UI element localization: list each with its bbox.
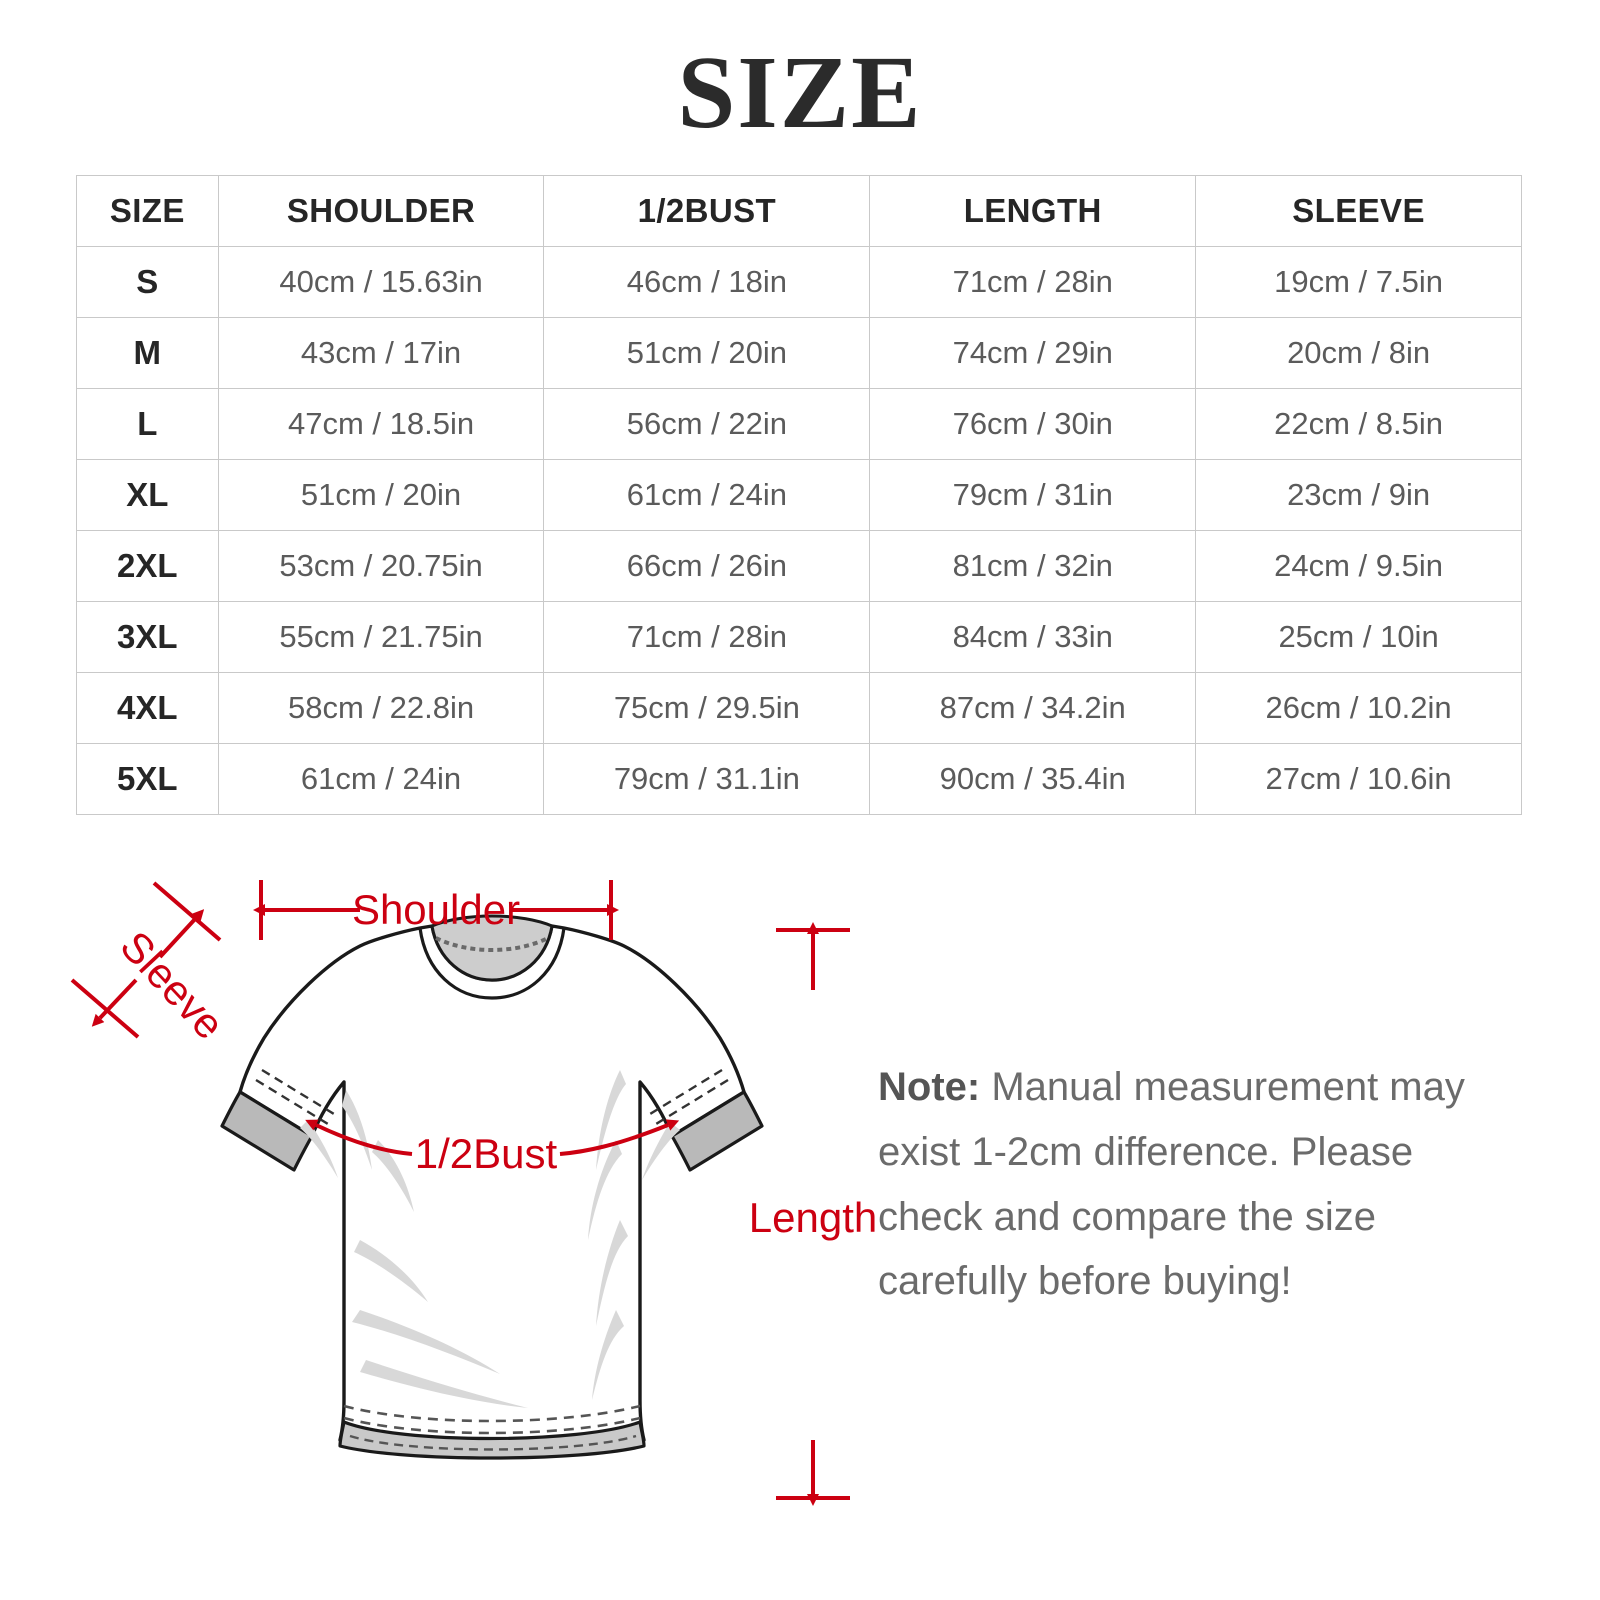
cell-length: 81cm / 32in [869,530,1197,602]
measurement-note: Note: Manual measurement may exist 1-2cm… [878,1055,1528,1314]
cell-shoulder: 61cm / 24in [217,743,545,815]
cell-sleeve: 27cm / 10.6in [1195,743,1522,815]
tshirt-icon [220,914,764,1460]
table-row: L 47cm / 18.5in 56cm / 22in 76cm / 30in … [76,388,1522,460]
column-header-shoulder: SHOULDER [217,175,545,247]
cell-length: 74cm / 29in [869,317,1197,389]
table-row: 5XL 61cm / 24in 79cm / 31.1in 90cm / 35.… [76,743,1522,815]
cell-size: L [76,388,219,460]
cell-sleeve: 25cm / 10in [1195,601,1522,673]
tshirt-measurement-diagram: Shoulder Sleeve 1/2Bust Length [60,840,880,1560]
cell-shoulder: 43cm / 17in [217,317,545,389]
bust-measure-annotation: 1/2Bust [305,1119,680,1177]
cell-shoulder: 58cm / 22.8in [217,672,545,744]
column-header-bust: 1/2BUST [543,175,871,247]
cell-bust: 75cm / 29.5in [543,672,871,744]
shoulder-measure-annotation: Shoulder [253,880,619,940]
cell-sleeve: 22cm / 8.5in [1195,388,1522,460]
cell-sleeve: 24cm / 9.5in [1195,530,1522,602]
length-label: Length [749,1194,877,1241]
cell-shoulder: 55cm / 21.75in [217,601,545,673]
cell-size: M [76,317,219,389]
table-row: M 43cm / 17in 51cm / 20in 74cm / 29in 20… [76,317,1522,389]
sleeve-measure-annotation: Sleeve [70,881,233,1048]
cell-shoulder: 51cm / 20in [217,459,545,531]
cell-length: 87cm / 34.2in [869,672,1197,744]
cell-bust: 51cm / 20in [543,317,871,389]
cell-sleeve: 23cm / 9in [1195,459,1522,531]
length-measure-annotation: Length [749,922,877,1506]
cell-shoulder: 53cm / 20.75in [217,530,545,602]
cell-shoulder: 40cm / 15.63in [217,246,545,318]
size-chart-table: SIZE SHOULDER 1/2BUST LENGTH SLEEVE S 40… [76,175,1522,815]
cell-length: 90cm / 35.4in [869,743,1197,815]
page-title: SIZE [677,35,923,150]
note-text: Manual measurement may exist 1-2cm diffe… [878,1065,1465,1304]
table-header-row: SIZE SHOULDER 1/2BUST LENGTH SLEEVE [76,175,1522,247]
cell-sleeve: 19cm / 7.5in [1195,246,1522,318]
cell-bust: 46cm / 18in [543,246,871,318]
cell-size: 2XL [76,530,219,602]
cell-length: 76cm / 30in [869,388,1197,460]
table-row: 3XL 55cm / 21.75in 71cm / 28in 84cm / 33… [76,601,1522,673]
cell-bust: 66cm / 26in [543,530,871,602]
table-row: S 40cm / 15.63in 46cm / 18in 71cm / 28in… [76,246,1522,318]
cell-length: 79cm / 31in [869,459,1197,531]
cell-bust: 79cm / 31.1in [543,743,871,815]
cell-size: 4XL [76,672,219,744]
cell-bust: 71cm / 28in [543,601,871,673]
cell-length: 84cm / 33in [869,601,1197,673]
column-header-length: LENGTH [869,175,1197,247]
column-header-size: SIZE [76,175,219,247]
table-row: 2XL 53cm / 20.75in 66cm / 26in 81cm / 32… [76,530,1522,602]
cell-size: 5XL [76,743,219,815]
table-row: XL 51cm / 20in 61cm / 24in 79cm / 31in 2… [76,459,1522,531]
column-header-sleeve: SLEEVE [1195,175,1522,247]
cell-size: XL [76,459,219,531]
cell-shoulder: 47cm / 18.5in [217,388,545,460]
bust-label: 1/2Bust [415,1130,558,1177]
cell-length: 71cm / 28in [869,246,1197,318]
cell-size: 3XL [76,601,219,673]
cell-bust: 61cm / 24in [543,459,871,531]
cell-bust: 56cm / 22in [543,388,871,460]
shoulder-label: Shoulder [352,886,520,933]
table-row: 4XL 58cm / 22.8in 75cm / 29.5in 87cm / 3… [76,672,1522,744]
cell-sleeve: 20cm / 8in [1195,317,1522,389]
cell-size: S [76,246,219,318]
note-label: Note: [878,1065,981,1109]
cell-sleeve: 26cm / 10.2in [1195,672,1522,744]
